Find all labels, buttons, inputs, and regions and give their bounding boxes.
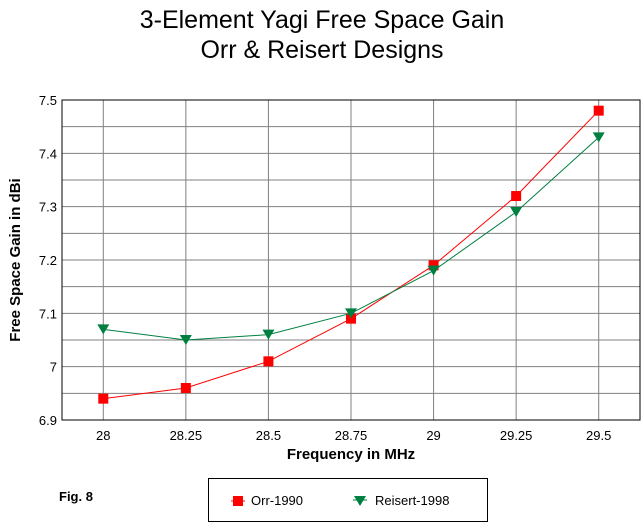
x-tick-label: 29.25 (500, 428, 533, 443)
y-tick-label: 6.9 (39, 413, 57, 428)
x-tick-label: 29 (426, 428, 440, 443)
data-point-triangle (427, 265, 440, 276)
x-tick-label: 28 (96, 428, 110, 443)
data-point-triangle (592, 132, 605, 143)
chart-subtitle: Orr & Reisert Designs (200, 36, 444, 64)
y-tick-label: 7 (50, 360, 57, 375)
legend: Orr-1990 Reisert-1998 (208, 478, 488, 522)
data-point-square (511, 191, 522, 201)
data-point-triangle (345, 308, 357, 319)
data-point-square (593, 105, 604, 116)
data-point-square (428, 260, 439, 271)
legend-marker-square (231, 495, 245, 506)
x-tick-label: 28.5 (256, 428, 281, 443)
legend-item-reisert: Reisert-1998 (353, 493, 449, 508)
y-tick-label: 7.1 (39, 306, 57, 321)
legend-label: Reisert-1998 (375, 493, 450, 508)
y-tick-label: 7.4 (39, 146, 57, 161)
x-tick-label: 29.5 (586, 428, 611, 443)
x-tick-label: 28.75 (335, 428, 368, 443)
figure-label: Fig. 8 (59, 489, 93, 504)
y-tick-label: 7.3 (39, 200, 57, 215)
data-point-triangle (262, 329, 275, 340)
chart-title: 3-Element Yagi Free Space Gain (139, 6, 505, 34)
data-point-square (263, 356, 274, 367)
data-point-triangle (97, 324, 110, 335)
legend-marker-triangle (353, 495, 367, 506)
y-axis-label: Free Space Gain in dBi (7, 178, 24, 341)
x-axis-label: Frequency in MHz (287, 446, 415, 463)
data-point-square (180, 383, 191, 393)
legend-label: Orr-1990 (251, 493, 304, 508)
plot-frame (61, 99, 641, 421)
data-point-square (98, 393, 109, 404)
data-point-square (346, 313, 356, 324)
x-tick-label: 28.25 (170, 428, 203, 443)
data-point-triangle (510, 207, 523, 217)
data-point-triangle (179, 335, 192, 345)
y-tick-label: 7.5 (39, 93, 57, 108)
legend-item-orr: Orr-1990 (231, 493, 303, 508)
y-tick-label: 7.2 (39, 253, 57, 268)
